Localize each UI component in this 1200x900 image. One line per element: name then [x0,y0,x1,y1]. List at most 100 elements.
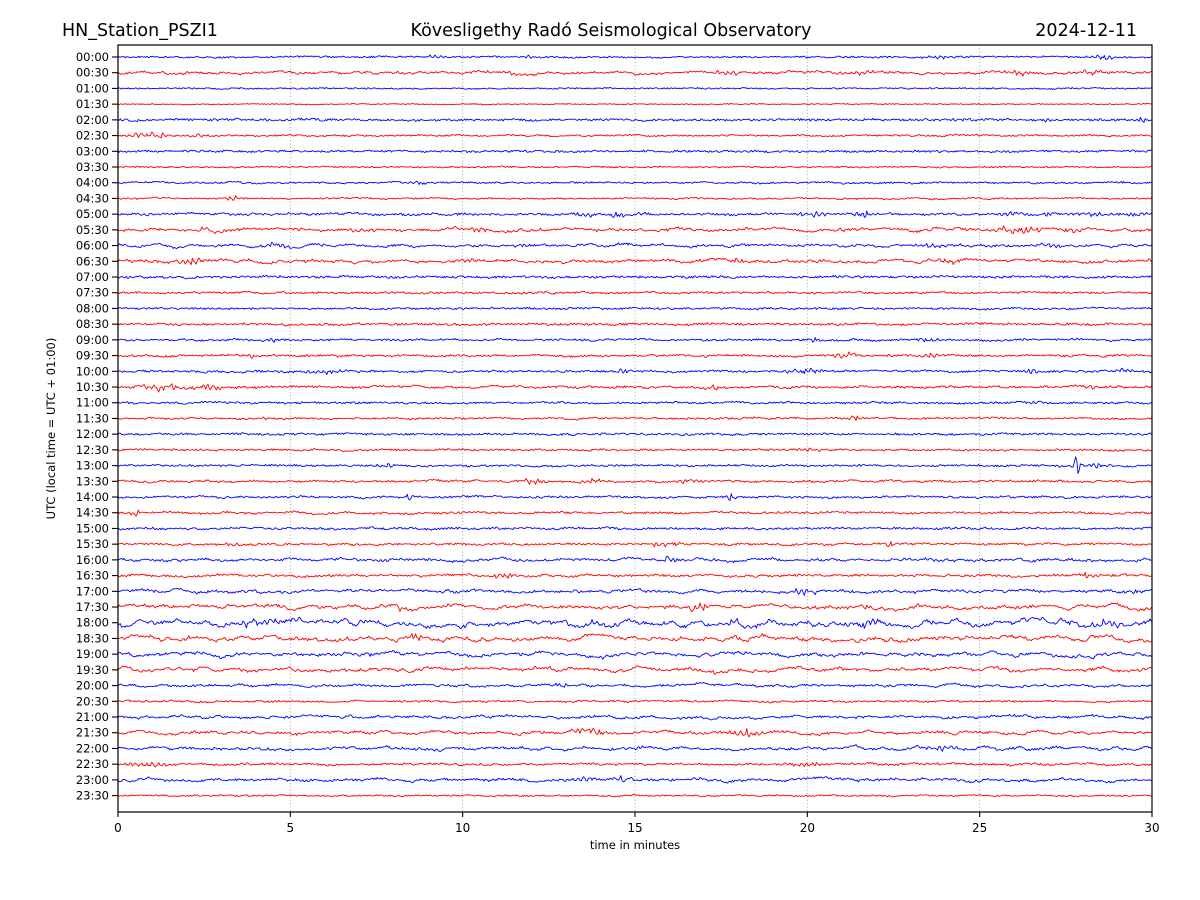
x-tick-label-5: 5 [287,821,295,835]
trace-12-00 [117,432,1152,437]
observatory-title: Kövesligethy Radó Seismological Observat… [411,21,812,41]
trace-13-30 [117,477,1152,485]
y-tick-label-22-00: 22:00 [76,741,109,755]
trace-16-00 [117,555,1152,564]
trace-15-00 [117,526,1152,531]
trace-19-30 [117,665,1152,675]
trace-09-30 [117,351,1152,359]
trace-23-00 [117,775,1152,784]
y-tick-label-15-30: 15:30 [76,537,109,551]
y-tick-label-21-30: 21:30 [76,726,109,740]
y-tick-label-12-00: 12:00 [76,427,109,441]
trace-03-00 [117,149,1152,154]
y-tick-label-19-30: 19:30 [76,663,109,677]
trace-04-00 [117,180,1152,185]
y-tick-label-20-00: 20:00 [76,679,109,693]
y-tick-label-08-00: 08:00 [76,301,109,315]
y-tick-label-09-30: 09:30 [76,349,109,363]
trace-06-30 [117,257,1152,266]
trace-22-00 [117,744,1152,752]
trace-11-00 [117,400,1152,405]
y-tick-label-00-00: 00:00 [76,50,109,64]
y-tick-label-08-30: 08:30 [76,317,109,331]
y-tick-label-18-00: 18:00 [76,616,109,630]
y-tick-label-01-00: 01:00 [76,81,109,95]
x-axis-label: time in minutes [590,838,680,852]
y-tick-label-09-00: 09:00 [76,333,109,347]
y-tick-label-02-30: 02:30 [76,129,109,143]
y-tick-label-03-30: 03:30 [76,160,109,174]
trace-04-30 [117,195,1152,201]
y-tick-label-23-30: 23:30 [76,789,109,803]
trace-07-30 [117,290,1152,295]
trace-00-30 [117,69,1152,77]
station-title: HN_Station_PSZI1 [62,21,218,41]
y-tick-label-01-30: 01:30 [76,97,109,111]
trace-14-00 [117,493,1152,501]
y-tick-label-07-00: 07:00 [76,270,109,284]
y-tick-label-17-00: 17:00 [76,584,109,598]
trace-19-00 [117,650,1152,660]
y-tick-label-19-00: 19:00 [76,647,109,661]
trace-01-00 [117,86,1152,90]
trace-06-00 [117,241,1152,250]
trace-11-30 [117,415,1152,421]
x-tick-label-30: 30 [1144,821,1159,835]
y-tick-label-14-00: 14:00 [76,490,109,504]
y-tick-label-07-30: 07:30 [76,286,109,300]
trace-12-30 [117,447,1152,453]
y-tick-label-15-00: 15:00 [76,521,109,535]
trace-18-30 [117,633,1152,644]
x-tick-label-15: 15 [627,821,642,835]
y-tick-label-00-30: 00:30 [76,66,109,80]
trace-20-30 [117,699,1152,704]
trace-00-00 [117,54,1152,60]
trace-21-30 [117,727,1152,738]
y-tick-label-05-00: 05:00 [76,207,109,221]
plot-border [117,44,1153,813]
trace-10-30 [117,383,1152,393]
trace-15-30 [117,541,1152,548]
trace-05-30 [117,225,1152,235]
trace-23-30 [117,793,1152,798]
y-tick-label-12-30: 12:30 [76,443,109,457]
y-tick-label-06-00: 06:00 [76,239,109,253]
x-tick-label-25: 25 [972,821,987,835]
x-tick-label-10: 10 [455,821,470,835]
y-tick-label-14-30: 14:30 [76,506,109,520]
y-tick-label-03-00: 03:00 [76,144,109,158]
y-tick-label-22-30: 22:30 [76,757,109,771]
trace-10-00 [117,367,1152,376]
y-tick-label-18-30: 18:30 [76,631,109,645]
y-tick-label-11-30: 11:30 [76,411,109,425]
x-tick-label-20: 20 [800,821,815,835]
y-tick-label-10-30: 10:30 [76,380,109,394]
trace-layer [117,54,1152,798]
y-tick-label-13-30: 13:30 [76,474,109,488]
trace-21-00 [117,713,1152,721]
trace-02-00 [117,116,1152,123]
trace-16-30 [117,571,1152,579]
y-tick-label-04-30: 04:30 [76,191,109,205]
x-tick-label-0: 0 [114,821,122,835]
trace-17-30 [117,602,1152,613]
trace-14-30 [117,509,1152,517]
trace-17-00 [117,587,1152,596]
y-tick-label-06-30: 06:30 [76,254,109,268]
y-tick-label-23-00: 23:00 [76,773,109,787]
trace-01-30 [117,102,1152,106]
trace-09-00 [117,337,1152,343]
y-tick-label-11-00: 11:00 [76,396,109,410]
y-tick-label-10-00: 10:00 [76,364,109,378]
trace-03-30 [117,165,1152,169]
date-label: 2024-12-11 [1035,21,1137,41]
y-tick-label-05-30: 05:30 [76,223,109,237]
trace-22-30 [117,761,1152,768]
trace-18-00 [117,616,1152,630]
y-tick-label-20-30: 20:30 [76,694,109,708]
trace-02-30 [117,131,1152,139]
y-tick-label-02-00: 02:00 [76,113,109,127]
